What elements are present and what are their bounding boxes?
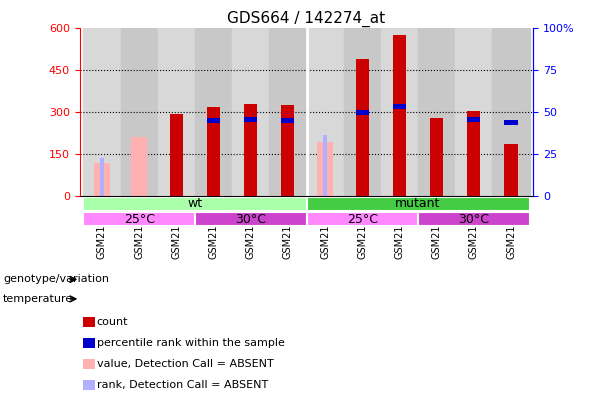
Bar: [244, 117, 257, 122]
Bar: [418, 28, 455, 196]
Bar: [207, 118, 220, 123]
Bar: [356, 110, 369, 115]
FancyBboxPatch shape: [418, 212, 530, 226]
Bar: [344, 28, 381, 196]
Bar: [244, 104, 257, 196]
Bar: [467, 117, 481, 122]
Text: temperature: temperature: [3, 294, 74, 304]
Text: 25°C: 25°C: [347, 213, 378, 226]
Bar: [281, 105, 294, 196]
Bar: [170, 114, 183, 196]
Bar: [318, 142, 333, 196]
Bar: [504, 119, 517, 125]
Bar: [121, 28, 158, 196]
Bar: [195, 28, 232, 196]
Bar: [207, 107, 220, 196]
Text: mutant: mutant: [395, 197, 441, 210]
Text: percentile rank within the sample: percentile rank within the sample: [97, 338, 284, 348]
Bar: [323, 134, 327, 137]
Bar: [94, 162, 110, 196]
Bar: [269, 28, 306, 196]
FancyBboxPatch shape: [83, 197, 306, 211]
Bar: [381, 28, 418, 196]
Bar: [83, 28, 121, 196]
Text: rank, Detection Call = ABSENT: rank, Detection Call = ABSENT: [97, 380, 268, 390]
Text: 25°C: 25°C: [124, 213, 154, 226]
Bar: [455, 28, 492, 196]
Bar: [430, 118, 443, 196]
Bar: [467, 111, 481, 196]
Bar: [393, 104, 406, 109]
Bar: [281, 118, 294, 123]
Bar: [158, 28, 195, 196]
Bar: [131, 137, 147, 196]
Text: value, Detection Call = ABSENT: value, Detection Call = ABSENT: [97, 359, 273, 369]
Bar: [306, 28, 344, 196]
Bar: [100, 158, 104, 161]
FancyBboxPatch shape: [306, 212, 418, 226]
Title: GDS664 / 142274_at: GDS664 / 142274_at: [227, 11, 386, 27]
Bar: [100, 160, 104, 196]
Text: 30°C: 30°C: [235, 213, 266, 226]
FancyBboxPatch shape: [195, 212, 306, 226]
Text: genotype/variation: genotype/variation: [3, 275, 109, 284]
Text: count: count: [97, 317, 128, 327]
Bar: [356, 59, 369, 196]
FancyBboxPatch shape: [306, 197, 530, 211]
Bar: [504, 145, 517, 196]
Bar: [492, 28, 530, 196]
Bar: [232, 28, 269, 196]
Bar: [323, 136, 327, 196]
Bar: [393, 35, 406, 196]
Text: wt: wt: [188, 197, 202, 210]
Text: 30°C: 30°C: [459, 213, 489, 226]
FancyBboxPatch shape: [83, 212, 195, 226]
